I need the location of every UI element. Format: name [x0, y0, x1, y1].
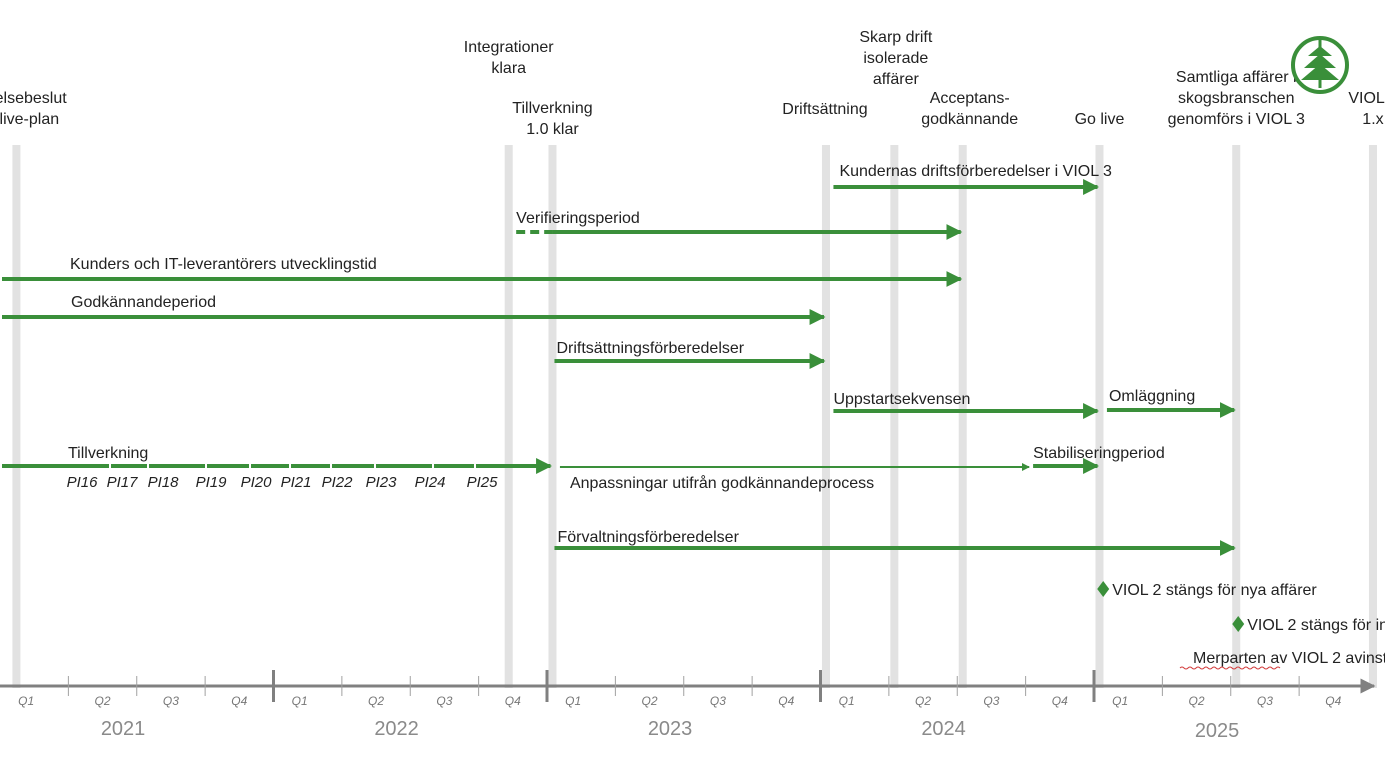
axis-quarter-label: Q3 [1257, 694, 1273, 708]
axis-quarter-label: Q3 [436, 694, 452, 708]
axis-quarter-label: Q4 [231, 694, 247, 708]
milestone-label-line: VIOL 3 [1348, 90, 1385, 107]
activity-label-uppstart: Uppstartsekvensen [833, 391, 970, 408]
milestone-label-line: Integrationer [464, 39, 555, 56]
axis-year-label: 2025 [1195, 720, 1240, 742]
milestone-gridline-integrationer [504, 145, 513, 688]
axis-quarter-label: Q2 [1189, 694, 1205, 708]
diamond-event-label-viol2-nya: VIOL 2 stängs för nya affärer [1112, 582, 1317, 599]
axis-quarter-label: Q2 [642, 694, 658, 708]
activity-label-godkannande: Godkännandeperiod [71, 294, 216, 311]
axis-year-label: 2023 [648, 718, 693, 740]
axis-quarter-label: Q3 [710, 694, 726, 708]
milestone-label-line: 1.x [1362, 111, 1383, 128]
milestone-label-line: Tillverkning [512, 100, 592, 117]
axis-year-label: 2022 [374, 718, 419, 740]
pi-label: PI25 [467, 474, 499, 491]
milestone-label-skarp-drift: Skarp drift isolerade affärer [859, 29, 932, 88]
milestone-label-line: skogsbranschen [1178, 90, 1295, 107]
axis-quarter-label: Q1 [565, 694, 581, 708]
timeline-axis: Q1 Q2 Q3 Q4 2021 Q1 Q2 Q3 Q4 2022 Q1 Q2 Q3 Q4 2023 Q1 Q2… [0, 670, 1376, 742]
milestone-label-line: Go live-plan [0, 111, 59, 128]
milestone-gridline-skarp-drift [890, 145, 899, 688]
activity-label-stabilisering: Stabiliseringperiod [1033, 445, 1165, 462]
milestone-label-go-live: Go live [1075, 111, 1125, 128]
milestone-label-line: klara [491, 60, 526, 77]
activity-label-tillverkning: Tillverkning [68, 445, 148, 462]
activity-label-utvecklingstid: Kunders och IT-leverantörers utvecklings… [70, 256, 377, 273]
axis-quarter-label: Q3 [983, 694, 999, 708]
milestone-gridline-tillverkning-klar [548, 145, 557, 688]
axis-quarter-label: Q2 [368, 694, 384, 708]
axis-quarter-label: Q1 [18, 694, 34, 708]
milestone-label-line: Go live [1075, 111, 1125, 128]
milestone-label-line: genomförs i VIOL 3 [1168, 111, 1305, 128]
milestone-gridline-samtliga [1232, 145, 1241, 688]
milestone-label-driftsattning: Driftsättning [782, 101, 867, 118]
milestone-label-tillverkning-klar: Tillverkning 1.0 klar [512, 100, 592, 138]
axis-quarter-label: Q4 [778, 694, 794, 708]
milestone-gridline-go-live [1095, 145, 1104, 688]
milestone-label-line: affärer [873, 71, 920, 88]
axis-quarter-label: Q4 [505, 694, 521, 708]
milestone-gridlines [12, 145, 1377, 688]
pi-label: PI17 [107, 474, 139, 491]
milestone-label-line: 1.0 klar [526, 121, 579, 138]
milestone-gridline-styrelsebeslut [12, 145, 21, 688]
pi-label: PI16 [67, 474, 99, 491]
axis-quarter-label: Q1 [292, 694, 308, 708]
diamond-marker-icon [1097, 581, 1110, 597]
pi-labels: PI16 PI17 PI18 PI19 PI20 PI21 PI22 PI23 PI24 PI25 [67, 474, 499, 491]
milestone-label-line: godkännande [921, 111, 1018, 128]
milestone-label-line: isolerade [863, 50, 928, 67]
activity-label-omlaggning: Omläggning [1109, 388, 1195, 405]
activity-label-driftsattningsforb: Driftsättningsförberedelser [556, 340, 744, 357]
axis-quarter-label: Q1 [839, 694, 855, 708]
spellcheck-underline [1179, 666, 1281, 670]
axis-quarter-label: Q2 [95, 694, 111, 708]
axis-quarter-label: Q3 [163, 694, 179, 708]
diamond-event-label-viol2-avinstalleras: Merparten av VIOL 2 avinstalleras [1193, 650, 1385, 667]
axis-quarter-label: Q4 [1052, 694, 1068, 708]
diamond-events: VIOL 2 stängs för nya affärer VIOL 2 stän… [1097, 581, 1385, 670]
pi-label: PI18 [148, 474, 180, 491]
pi-label: PI24 [415, 474, 446, 491]
spruce-tree-logo-icon [1291, 36, 1349, 94]
activity-label-forvaltning: Förvaltningsförberedelser [557, 529, 739, 546]
milestone-label-acceptans: Acceptans-godkännande [921, 90, 1018, 128]
axis-year-label: 2024 [921, 718, 966, 740]
axis-quarter-label: Q2 [915, 694, 931, 708]
milestone-label-line: Driftsättning [782, 101, 867, 118]
milestone-label-samtliga: Samtliga affärer i skogsbranschen genomför… [1168, 69, 1305, 128]
milestone-label-line: Styrelsebeslut [0, 90, 67, 107]
pi-label: PI22 [322, 474, 354, 491]
diamond-event-label-viol2-inmatning: VIOL 2 stängs för inmätning [1247, 617, 1385, 634]
activity-label-verifiering: Verifieringsperiod [516, 210, 640, 227]
milestone-label-line: Samtliga affärer i [1176, 69, 1297, 86]
activity-bars: Kundernas driftsförberedelser i VIOL 3 Ve… [2, 163, 1236, 556]
milestone-label-line: Skarp drift [859, 29, 932, 46]
pi-label: PI21 [281, 474, 312, 491]
milestone-label-line: Acceptans- [930, 90, 1010, 107]
pi-label: PI19 [196, 474, 228, 491]
activity-label-kundernas: Kundernas driftsförberedelser i VIOL 3 [839, 163, 1112, 180]
milestone-gridline-acceptans [958, 145, 967, 688]
milestone-label-viol3: VIOL 3 1.x [1348, 90, 1385, 128]
axis-quarter-label: Q4 [1325, 694, 1341, 708]
milestone-gridline-driftsattning [821, 145, 830, 688]
milestone-gridline-viol3 [1368, 145, 1377, 688]
milestone-labels: Styrelsebeslut Go live-plan Integrationer k… [0, 29, 1385, 138]
pi-label: PI23 [366, 474, 398, 491]
axis-quarter-label: Q1 [1112, 694, 1128, 708]
axis-year-label: 2021 [101, 718, 146, 740]
diamond-marker-icon [1232, 616, 1245, 632]
activity-label-anpassningar: Anpassningar utifrån godkännandeprocess [570, 474, 874, 492]
milestone-label-styrelsebeslut: Styrelsebeslut Go live-plan [0, 90, 67, 128]
milestone-label-integrationer: Integrationer klara [464, 39, 555, 77]
pi-label: PI20 [241, 474, 273, 491]
